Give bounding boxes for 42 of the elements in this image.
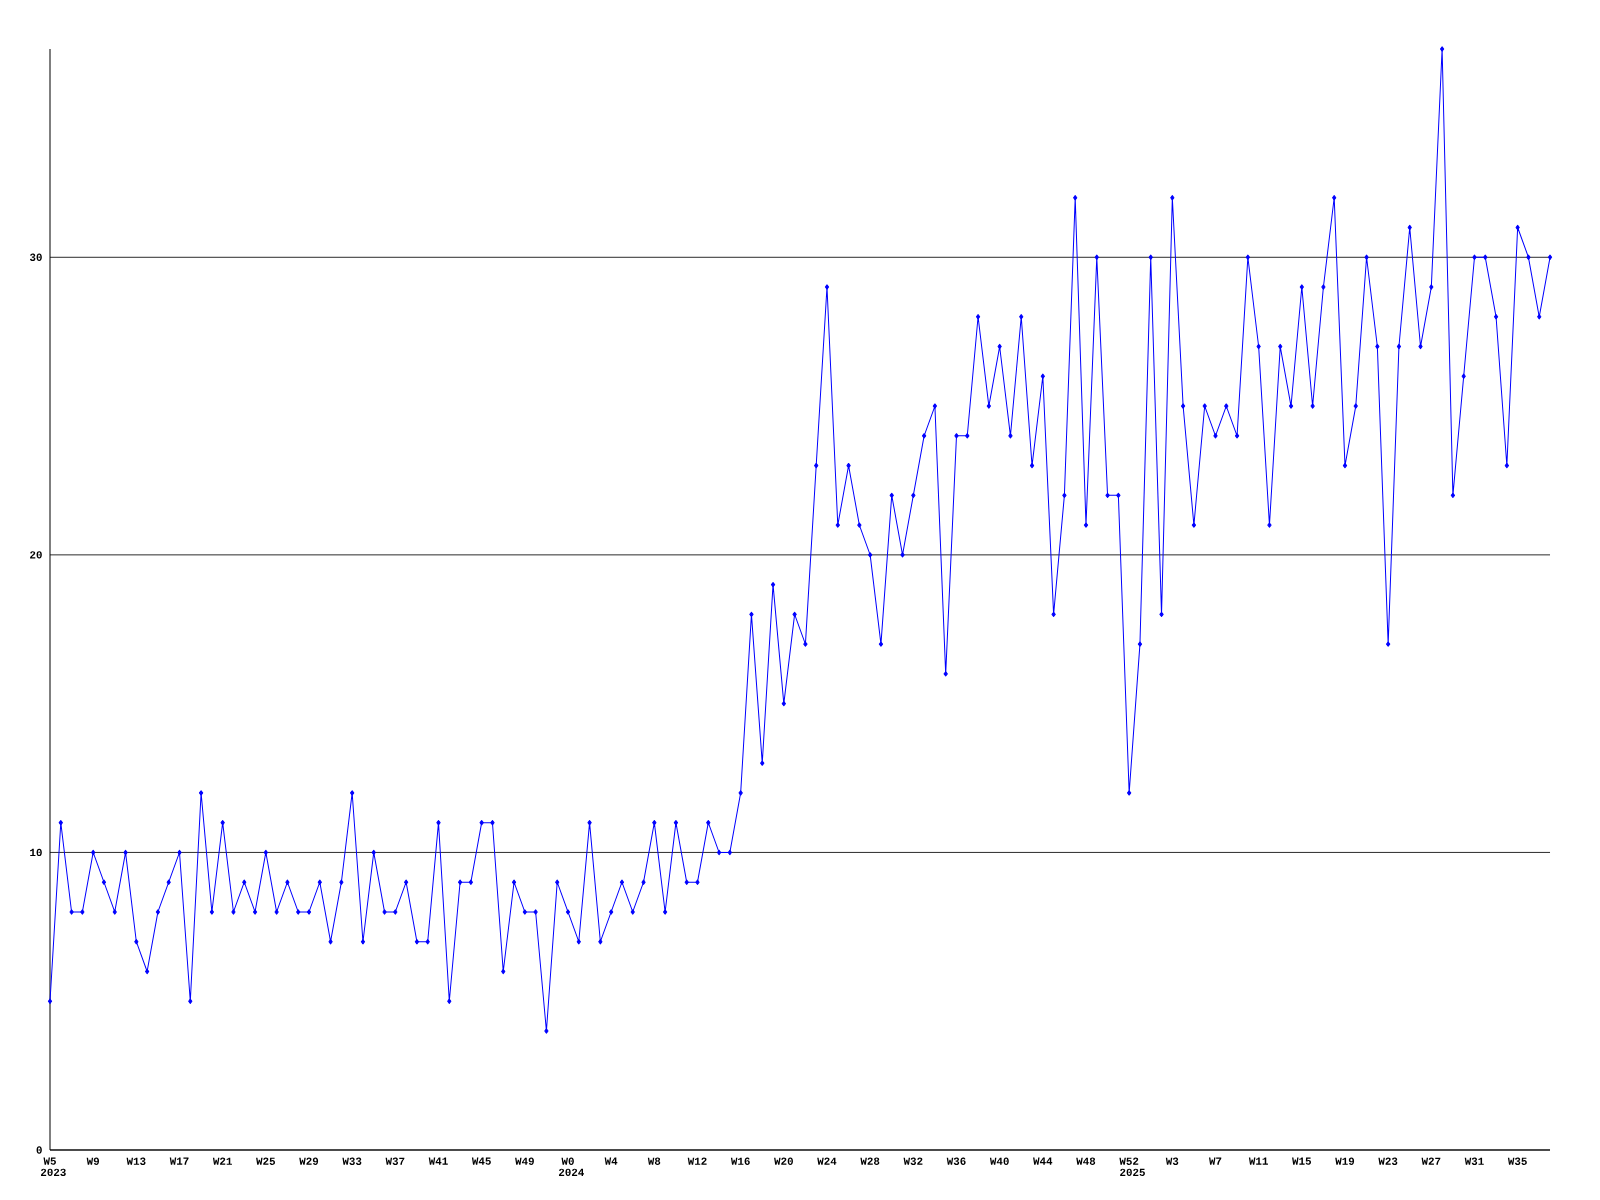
x-tick-label: W41 [428,1157,448,1165]
x-tick-label: W4 [604,1157,618,1165]
x-tick-label: W8 [647,1157,661,1165]
text: 2025 [1120,1168,1145,1177]
x-tick-label: W19 [1335,1157,1355,1165]
y-tick-label: 0 [36,1146,42,1154]
x-tick-label: W0 [561,1157,574,1165]
x-tick-label: W7 [1208,1157,1222,1165]
x-tick-label: W23 [1378,1157,1398,1165]
y-tick-label: 20 [30,551,42,559]
x-tick-label: W9 [86,1157,100,1165]
x-tick-label: W28 [860,1157,880,1165]
x-tick-label: W49 [515,1157,534,1165]
x-tick-label: W33 [342,1157,362,1165]
x-tick-label: W11 [1248,1157,1268,1165]
x-tick-label: W32 [903,1157,923,1165]
x-tick-label: W5 [43,1157,56,1165]
x-tick-label: W17 [169,1157,189,1165]
x-tick-label: W37 [385,1157,405,1165]
x-tick-label: W25 [256,1157,276,1165]
x-tick-label: W40 [989,1157,1009,1165]
x-tick-label: W3 [1165,1157,1179,1165]
text: 2023 [40,1168,66,1177]
x-tick-label: W24 [817,1157,837,1165]
y-tick-label: 30 [29,253,42,261]
x-tick-label: W52 [1119,1157,1139,1165]
x-tick-label: W36 [946,1157,966,1165]
x-tick-label: W20 [774,1157,793,1165]
x-tick-label: W44 [1033,1157,1053,1165]
x-tick-label: W31 [1464,1157,1484,1165]
x-tick-label: W16 [730,1157,750,1165]
x-tick-label: W12 [687,1157,707,1165]
x-tick-label: W13 [126,1157,146,1165]
y-tick-label: 10 [30,848,42,857]
x-tick-label: W29 [299,1157,319,1165]
x-tick-label: W35 [1507,1157,1527,1165]
x-tick-label: W15 [1292,1157,1311,1165]
x-tick-label: W45 [471,1157,491,1165]
x-tick-label: W48 [1076,1157,1096,1165]
text: 2024 [558,1168,584,1177]
x-tick-label: W27 [1421,1157,1441,1165]
x-tick-label: W21 [212,1157,232,1165]
